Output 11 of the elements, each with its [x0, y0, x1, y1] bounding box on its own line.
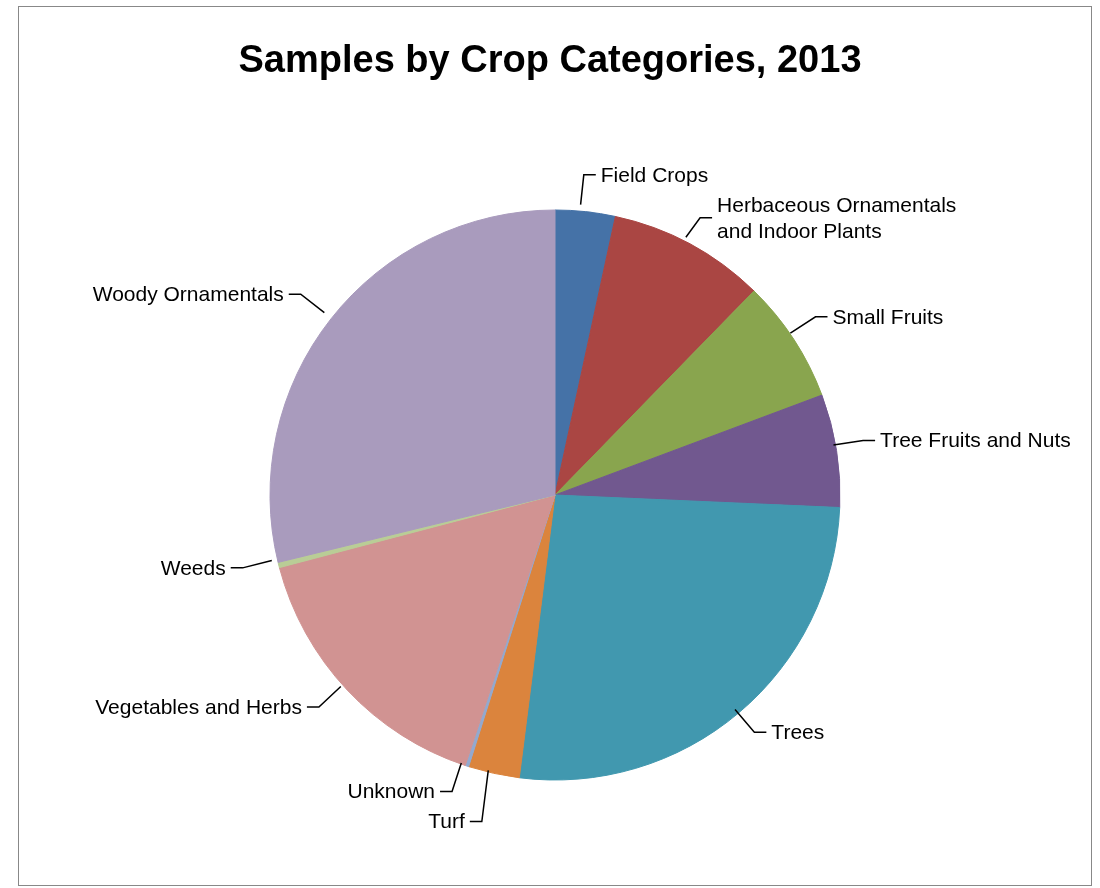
- slice-label: Trees: [771, 720, 825, 744]
- slice-label: Woody Ornamentals: [92, 282, 284, 306]
- slice-label: Herbaceous Ornamentals and Indoor Plants: [717, 192, 957, 242]
- slice-label: Turf: [428, 809, 465, 833]
- slice-label: Tree Fruits and Nuts: [880, 428, 1071, 452]
- slice-label: Field Crops: [600, 162, 709, 186]
- slice-label: Small Fruits: [832, 304, 944, 328]
- slice-label: Vegetables and Herbs: [95, 695, 302, 718]
- slice-label: Unknown: [347, 779, 436, 803]
- chart-title: Samples by Crop Categories, 2013: [237, 38, 863, 81]
- slice-label: Weeds: [160, 555, 226, 579]
